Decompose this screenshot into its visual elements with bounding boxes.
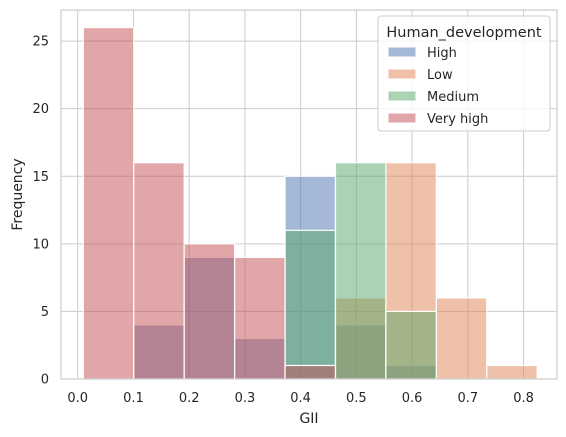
bar-very-high bbox=[133, 162, 185, 380]
y-tick-label: 5 bbox=[41, 305, 49, 320]
axes-frame bbox=[60, 9, 558, 380]
legend-label-low: Low bbox=[427, 68, 453, 83]
x-axis-label: GII bbox=[299, 411, 318, 427]
x-tick-label: 0.2 bbox=[179, 391, 200, 406]
x-tick-label: 0.7 bbox=[457, 391, 478, 406]
x-tick-label: 0.4 bbox=[290, 391, 311, 406]
bar-very-high bbox=[82, 26, 135, 380]
histogram-bars bbox=[82, 26, 538, 380]
legend-swatch-low bbox=[387, 68, 417, 80]
legend-label-medium: Medium bbox=[427, 90, 479, 105]
bar-very-high bbox=[284, 364, 337, 380]
x-tick-label: 0.8 bbox=[513, 391, 534, 406]
y-tick-label: 0 bbox=[41, 373, 49, 388]
bar-medium bbox=[284, 229, 337, 380]
legend-box bbox=[377, 15, 551, 132]
bar-low bbox=[435, 297, 488, 380]
bar-very-high bbox=[234, 256, 286, 380]
legend-label-high: High bbox=[427, 46, 457, 61]
x-tick-label: 0.1 bbox=[123, 391, 144, 406]
x-tick-label: 0.6 bbox=[402, 391, 423, 406]
tick-labels: 0.0 0.1 0.2 0.3 0.4 0.5 0.6 0.7 0.8 0 5 10 15 20 25 bbox=[32, 35, 533, 406]
bar-medium bbox=[334, 162, 387, 380]
y-tick-label: 25 bbox=[32, 35, 49, 50]
y-axis-label: Frequency bbox=[10, 158, 26, 230]
bar-very-high bbox=[183, 243, 236, 380]
legend-label-very-high: Very high bbox=[427, 112, 488, 127]
legend-title: Human_development bbox=[386, 25, 542, 41]
legend-swatch-medium bbox=[387, 90, 417, 102]
x-tick-label: 0.3 bbox=[235, 391, 256, 406]
x-tick-label: 0.0 bbox=[67, 391, 88, 406]
bar-medium bbox=[385, 310, 437, 380]
legend-swatch-high bbox=[387, 46, 417, 58]
axes-border bbox=[60, 9, 558, 380]
y-tick-label: 10 bbox=[32, 237, 49, 252]
bar-low bbox=[486, 364, 538, 380]
x-tick-label: 0.5 bbox=[346, 391, 367, 406]
y-tick-label: 15 bbox=[32, 170, 49, 185]
y-tick-label: 20 bbox=[32, 102, 49, 117]
legend: Human_development High Low Medium Very high bbox=[377, 15, 551, 132]
legend-swatch-very-high bbox=[387, 112, 417, 124]
